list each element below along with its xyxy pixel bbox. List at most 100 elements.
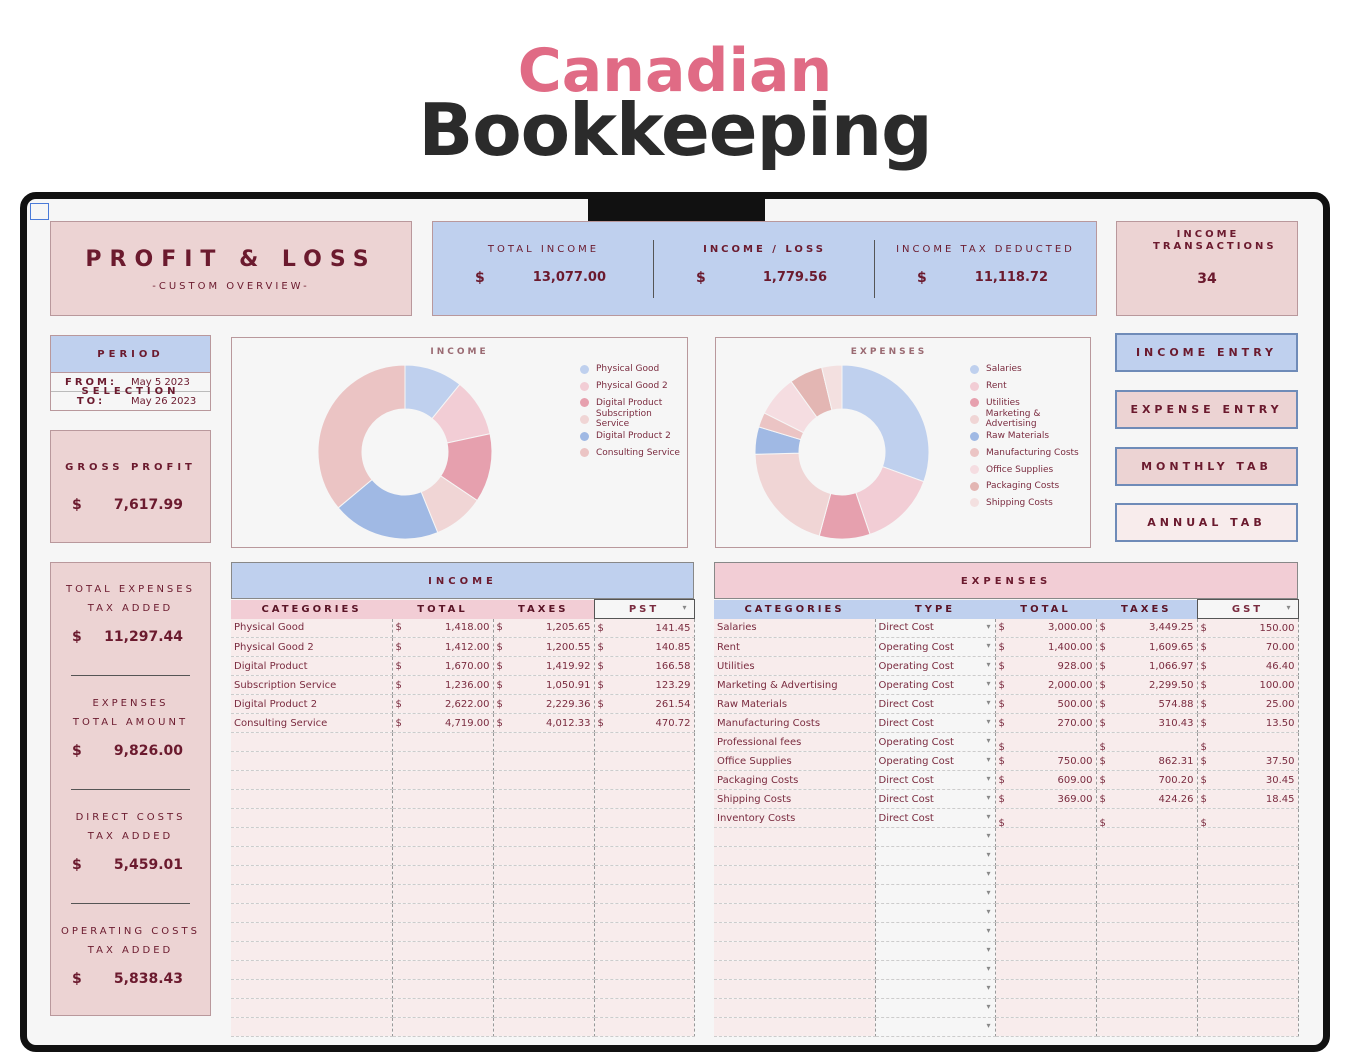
table-cell	[493, 998, 595, 1018]
annual-tab-button[interactable]: ANNUAL TAB	[1115, 503, 1298, 542]
type-select[interactable]: Direct Cost	[875, 694, 996, 714]
type-select[interactable]	[875, 884, 996, 904]
table-cell	[995, 998, 1097, 1018]
table-cell: $1,200.55	[493, 637, 595, 657]
type-value: Direct Cost	[878, 622, 934, 634]
table-row	[231, 1017, 695, 1037]
column-header: TAXES	[493, 599, 594, 619]
currency-sign: $	[395, 660, 402, 672]
table-row: Digital Product 2 $2,622.00 $2,229.36 $261.…	[231, 694, 695, 714]
legend-label: Physical Good	[596, 364, 660, 375]
table-cell: $2,299.50	[1096, 675, 1198, 695]
legend-dot-icon	[970, 431, 979, 441]
type-select[interactable]: Operating Cost	[875, 637, 996, 657]
category-name: Subscription Service	[234, 679, 337, 691]
currency-sign: $	[72, 857, 82, 873]
type-select[interactable]: Operating Cost	[875, 656, 996, 676]
income-entry-button[interactable]: INCOME ENTRY	[1115, 333, 1298, 372]
amount: 500.00	[1057, 698, 1093, 710]
type-select[interactable]	[875, 960, 996, 980]
type-select[interactable]	[875, 979, 996, 999]
type-select[interactable]: Direct Cost	[875, 808, 996, 828]
table-cell	[392, 865, 494, 885]
legend-item: Digital Product 2	[580, 428, 671, 445]
legend-label: Shipping Costs	[986, 497, 1053, 508]
column-header[interactable]: PST	[593, 599, 695, 619]
currency-sign: $	[597, 622, 604, 634]
amount: 750.00	[1057, 755, 1093, 767]
column-header: TYPE	[875, 599, 995, 619]
table-cell	[594, 960, 695, 980]
legend-item: Packaging Costs	[970, 478, 1059, 495]
type-select[interactable]: Direct Cost	[875, 713, 996, 733]
table-cell	[493, 941, 595, 961]
type-select[interactable]: Operating Cost	[875, 732, 996, 752]
type-select[interactable]	[875, 941, 996, 961]
table-cell	[392, 770, 494, 790]
table-cell: Salaries	[714, 618, 876, 638]
to-date[interactable]: May 26 2023	[131, 395, 197, 407]
amount: 1,419.92	[545, 660, 591, 672]
table-cell	[995, 1017, 1097, 1037]
summary-label-1: OPERATING COSTS	[61, 926, 200, 937]
table-cell: $3,449.25	[1096, 618, 1198, 638]
expenses-donut	[754, 364, 930, 540]
summary-value: 9,826.00	[113, 743, 183, 759]
table-cell	[1096, 827, 1198, 847]
table-cell	[714, 998, 876, 1018]
type-select[interactable]: Direct Cost	[875, 618, 996, 638]
legend-dot-icon	[580, 414, 589, 424]
table-cell	[594, 998, 695, 1018]
kpi-1: INCOME / LOSS $1,779.56	[654, 222, 875, 315]
amount: 574.88	[1158, 698, 1194, 710]
monthly-tab-button[interactable]: MONTHLY TAB	[1115, 447, 1298, 486]
type-value: Direct Cost	[878, 774, 934, 786]
table-cell	[714, 846, 876, 866]
legend-dot-icon	[580, 381, 589, 391]
column-header: TOTAL	[392, 599, 493, 619]
type-select[interactable]: Operating Cost	[875, 675, 996, 695]
table-cell: Marketing & Advertising	[714, 675, 876, 695]
currency-sign: $	[72, 629, 82, 645]
type-select[interactable]	[875, 865, 996, 885]
type-select[interactable]	[875, 846, 996, 866]
summary-label-2: TAX ADDED	[87, 603, 174, 614]
table-cell	[392, 884, 494, 904]
currency-sign: $	[998, 818, 1005, 828]
type-select[interactable]	[875, 922, 996, 942]
summary-panel: TOTAL EXPENSES TAX ADDED $11,297.44 EXPENSE…	[50, 562, 211, 1016]
legend-dot-icon	[970, 414, 979, 424]
page-subtitle: -CUSTOM OVERVIEW-	[152, 281, 310, 292]
table-cell	[594, 789, 695, 809]
legend-item: Office Supplies	[970, 461, 1053, 478]
type-select[interactable]	[875, 998, 996, 1018]
type-select[interactable]	[875, 1017, 996, 1037]
amount: 3,000.00	[1047, 622, 1093, 634]
table-cell: Digital Product 2	[231, 694, 393, 714]
table-cell: Professional fees	[714, 732, 876, 752]
amount: 1,200.55	[545, 641, 591, 653]
cell-selection[interactable]	[30, 203, 49, 220]
type-select[interactable]: Operating Cost	[875, 751, 996, 771]
table-row	[714, 998, 1299, 1018]
table-cell	[1197, 960, 1299, 980]
type-select[interactable]	[875, 827, 996, 847]
type-select[interactable]	[875, 903, 996, 923]
summary-label-2: TOTAL AMOUNT	[72, 717, 189, 728]
currency-sign: $	[72, 497, 82, 513]
amount: 1,400.00	[1047, 641, 1093, 653]
table-row	[714, 979, 1299, 999]
expense-entry-button[interactable]: EXPENSE ENTRY	[1115, 390, 1298, 429]
table-cell	[493, 789, 595, 809]
from-date[interactable]: May 5 2023	[131, 376, 190, 388]
type-select[interactable]: Direct Cost	[875, 770, 996, 790]
type-select[interactable]: Direct Cost	[875, 789, 996, 809]
table-cell	[1096, 960, 1198, 980]
column-header[interactable]: GST	[1196, 599, 1299, 619]
legend-label: Digital Product	[596, 397, 663, 408]
table-row	[231, 751, 695, 771]
